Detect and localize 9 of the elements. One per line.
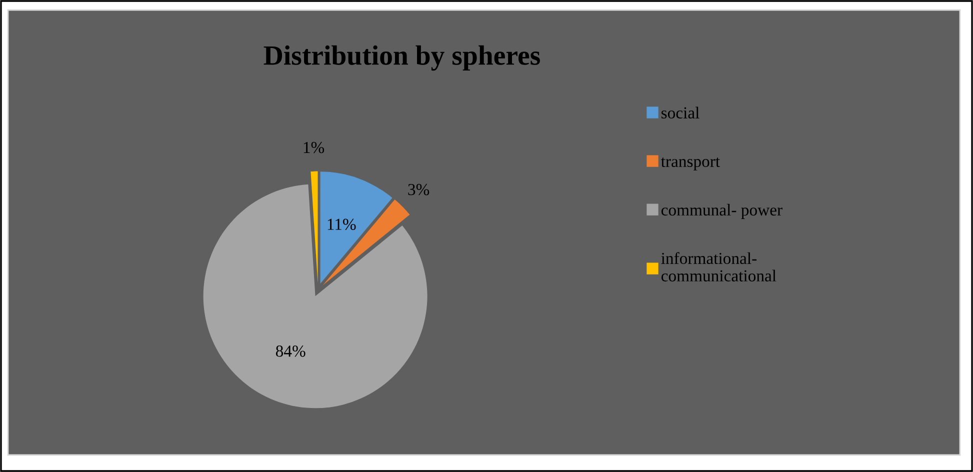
- legend-label: informational- communicational: [661, 252, 776, 282]
- legend-label: social: [662, 106, 700, 118]
- data-label: 3%: [408, 184, 430, 196]
- data-label: 11%: [328, 218, 356, 230]
- data-label: 84%: [276, 346, 306, 357]
- data-label: 1%: [304, 142, 324, 154]
- legend-label: transport: [660, 158, 720, 170]
- legend-label: communal- power: [661, 204, 782, 219]
- chart-title: Distribution by spheres: [264, 45, 540, 71]
